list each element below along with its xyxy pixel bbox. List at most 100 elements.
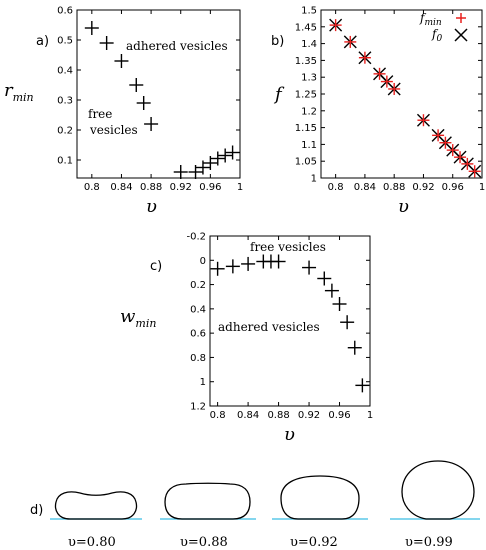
panel-a-xtick-label-0: 0.8 bbox=[84, 182, 100, 193]
panel-b-ytick-label-4: 1.2 bbox=[301, 106, 317, 117]
shape-label-088: υ=0.88 bbox=[180, 535, 228, 550]
panel-c-data-point-8 bbox=[324, 283, 339, 298]
panel-c-data-point-5 bbox=[271, 254, 286, 269]
panel-c-data-point-0 bbox=[210, 261, 225, 276]
panel-a-data-point-6 bbox=[173, 165, 188, 179]
panel-b-xtick-label-5: 1 bbox=[479, 182, 485, 193]
panel-b-data-point-5 bbox=[387, 82, 401, 96]
panel-b-ytick-label-0: 1 bbox=[311, 174, 317, 185]
panel-b-xlabel: υ bbox=[398, 196, 409, 217]
panel-a-data-point-11 bbox=[218, 148, 233, 163]
vesicle-shape-092 bbox=[280, 475, 360, 520]
panel-c-data-point-2 bbox=[241, 256, 256, 271]
panel-b-xtick-label-2: 0.88 bbox=[383, 182, 405, 193]
panel-c-xtick-label-5: 1 bbox=[367, 410, 373, 421]
panel-a-data-point-0 bbox=[84, 21, 99, 35]
panel-c-data-point-11 bbox=[347, 340, 362, 355]
panel-b-plot-frame bbox=[320, 9, 483, 179]
panel-c-ytick-label-4: 0.6 bbox=[190, 329, 206, 340]
panel-b-xtick-label-3: 0.92 bbox=[412, 182, 434, 193]
panel-b-xtick-label-0: 0.8 bbox=[328, 182, 344, 193]
vesicle-shape-080 bbox=[54, 491, 138, 520]
panel-a-ytick-label-0: 0.1 bbox=[57, 156, 73, 167]
panel-c-ylabel-main: w bbox=[120, 306, 136, 327]
panel-c-ylabel: wmin bbox=[120, 306, 156, 330]
panel-d-shapes: d) υ=0.80 υ=0.88 υ=0.92 υ=0.99 bbox=[30, 460, 480, 550]
shape-label-099: υ=0.99 bbox=[405, 535, 453, 550]
panel-c-xtick-label-0: 0.8 bbox=[210, 410, 226, 421]
panel-b-ylabel: f bbox=[273, 84, 285, 105]
panel-c-data-point-6 bbox=[302, 260, 317, 275]
panel-b-data-point-6 bbox=[416, 113, 430, 127]
panel-c-ytick-label-3: 0.4 bbox=[190, 304, 206, 315]
panel-a-xtick-label-3: 0.92 bbox=[170, 182, 192, 193]
legend-fmin-sub: min bbox=[424, 18, 441, 28]
panel-c-ylabel-sub: min bbox=[135, 317, 156, 330]
panel-a-data-point-8 bbox=[195, 160, 210, 175]
panel-a-xtick-label-1: 0.84 bbox=[110, 182, 132, 193]
panel-c-xtick-label-3: 0.92 bbox=[298, 410, 320, 421]
panel-c-chart: c) wmin υ free vesicles adhered vesicles… bbox=[120, 232, 373, 446]
legend-f0-main: f bbox=[431, 27, 439, 41]
panel-c-label: c) bbox=[150, 259, 162, 274]
panel-c-annotation-free: free vesicles bbox=[250, 240, 326, 254]
panel-b-data-point-1 bbox=[343, 35, 357, 49]
panel-a-ytick-label-5: 0.6 bbox=[57, 6, 73, 17]
panel-a-data-point-2 bbox=[114, 54, 129, 68]
panel-a-ylabel-sub: min bbox=[13, 91, 34, 104]
panel-d-label: d) bbox=[30, 503, 43, 518]
panel-a-ylabel-main: r bbox=[4, 80, 14, 101]
panel-b-ytick-label-9: 1.45 bbox=[295, 22, 317, 33]
panel-a-data-point-9 bbox=[203, 156, 218, 170]
panel-a-data-point-4 bbox=[136, 96, 151, 110]
panel-c-xlabel: υ bbox=[284, 424, 295, 445]
panel-c-data-point-1 bbox=[225, 259, 240, 274]
panel-b-label: b) bbox=[271, 34, 284, 49]
legend-f0-sub: 0 bbox=[436, 34, 442, 44]
panel-b-xtick-label-1: 0.84 bbox=[354, 182, 376, 193]
panel-b-data-point-8 bbox=[438, 136, 452, 150]
panel-b-ytick-label-10: 1.5 bbox=[301, 6, 317, 17]
vesicle-shape-088 bbox=[164, 482, 251, 520]
panel-c-data-point-9 bbox=[332, 297, 347, 311]
panel-c-data-point-10 bbox=[340, 315, 355, 330]
panel-b-data-point-0 bbox=[329, 18, 343, 32]
panel-b-ytick-label-2: 1.1 bbox=[301, 140, 317, 151]
panel-a-ytick-label-2: 0.3 bbox=[57, 96, 73, 107]
panel-a-data-point-10 bbox=[210, 151, 225, 166]
panel-c-data-point-7 bbox=[317, 271, 332, 286]
panel-b-ytick-label-3: 1.15 bbox=[295, 123, 317, 134]
panel-a-ytick-label-3: 0.4 bbox=[57, 66, 73, 77]
panel-a-ytick-label-1: 0.2 bbox=[57, 126, 73, 137]
panel-a-xtick-label-2: 0.88 bbox=[140, 182, 162, 193]
panel-c-ytick-label-1: 0 bbox=[200, 256, 206, 267]
panel-c-xtick-label-2: 0.88 bbox=[267, 410, 289, 421]
shape-label-092: υ=0.92 bbox=[290, 535, 338, 550]
panel-a-xlabel: υ bbox=[146, 196, 157, 217]
panel-a-ytick-label-4: 0.5 bbox=[57, 36, 73, 47]
panel-a-label: a) bbox=[36, 34, 49, 49]
panel-c-ytick-label-2: 0.2 bbox=[190, 280, 206, 291]
legend-fmin-marker bbox=[456, 13, 466, 23]
legend-fmin-main: f bbox=[419, 11, 427, 25]
vesicle-shape-099 bbox=[401, 460, 475, 520]
legend-f0-label: f0 bbox=[431, 27, 442, 44]
panel-b-data-point-12 bbox=[468, 164, 482, 178]
panel-b-ytick-label-5: 1.25 bbox=[295, 90, 317, 101]
panel-b-ytick-label-7: 1.35 bbox=[295, 56, 317, 67]
panel-a-xtick-label-5: 1 bbox=[237, 182, 243, 193]
panel-a-annotation-vesicles: vesicles bbox=[89, 123, 138, 137]
panel-a-data-point-1 bbox=[99, 36, 114, 50]
panel-c-data-point-12 bbox=[355, 378, 370, 393]
panel-c-ytick-label-5: 0.8 bbox=[190, 353, 206, 364]
panel-b-ytick-label-1: 1.05 bbox=[295, 157, 317, 168]
panel-a-chart: a) rmin υ adhered vesicles free vesicles… bbox=[4, 6, 243, 218]
panel-c-ytick-label-6: 1 bbox=[200, 377, 206, 388]
panel-c-xtick-label-1: 0.84 bbox=[237, 410, 259, 421]
legend-fmin-label: fmin bbox=[419, 11, 442, 28]
panel-a-data-point-12 bbox=[225, 145, 240, 160]
panel-a-data-point-7 bbox=[188, 165, 203, 179]
panel-b-ytick-label-8: 1.4 bbox=[301, 39, 317, 50]
panel-b-data-point-2 bbox=[358, 51, 372, 65]
